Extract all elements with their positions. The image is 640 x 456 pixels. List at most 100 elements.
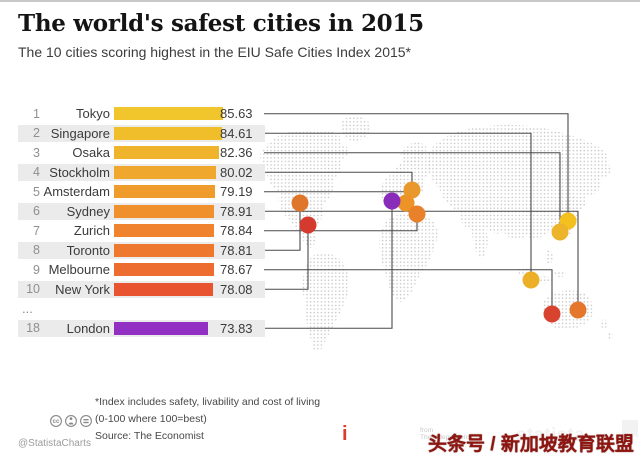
city-label: Amsterdam (43, 184, 110, 199)
value-label: 78.91 (220, 203, 253, 219)
rank-gap-ellipsis: ... (22, 301, 33, 316)
i100-logo-number: 100 (348, 423, 383, 445)
rank-label: 3 (33, 145, 40, 160)
connector-singapore (264, 132, 532, 280)
city-dot-tokyo (559, 212, 577, 230)
rank-label: 5 (33, 184, 40, 199)
city-label: Stockholm (49, 164, 110, 180)
table-row-sydney: 6 Sydney 78.91 (18, 202, 265, 222)
table-row-zurich: 7 Zurich 78.84 (18, 221, 265, 241)
city-label: London (66, 320, 110, 336)
city-dots (291, 181, 587, 323)
table-row-stockholm: 4 Stockholm 80.02 (18, 163, 265, 183)
city-label: Singapore (50, 125, 110, 141)
rank-label: 6 (33, 204, 40, 218)
city-dot-toronto (291, 194, 309, 212)
connector-lines (264, 113, 579, 329)
connector-stockholm (264, 171, 413, 190)
table-row-amsterdam: 5 Amsterdam 79.19 (18, 182, 265, 202)
value-label: 80.02 (220, 164, 253, 180)
attribution-icon (65, 415, 77, 427)
statista-logo: statista (516, 425, 585, 446)
table-row-london: 18 London 73.83 (18, 319, 265, 339)
table-row-osaka: 3 Osaka 82.36 (18, 143, 265, 163)
footnote-block: *Index includes safety, livability and c… (95, 394, 320, 445)
value-label: 79.19 (220, 184, 253, 199)
connector-new-york (264, 225, 309, 290)
value-label: 78.84 (220, 223, 253, 238)
value-label: 78.67 (220, 262, 253, 277)
score-bar-singapore (114, 126, 222, 140)
connector-osaka (264, 152, 561, 232)
value-label: 78.81 (220, 242, 253, 258)
rank-label: 18 (26, 321, 40, 335)
score-bar-amsterdam (114, 185, 215, 198)
city-ranking-list: 1 Tokyo 85.63 2 Singapore 84.61 3 Osaka 82.36 4 St… (18, 104, 268, 354)
score-bar-stockholm (114, 165, 216, 179)
svg-text:cc: cc (53, 419, 60, 425)
city-label: Tokyo (76, 106, 110, 121)
city-dot-singapore (522, 271, 540, 289)
connector-zurich (264, 214, 418, 232)
i100-logo: i100 (342, 423, 383, 446)
score-bar-london (114, 321, 208, 335)
city-dot-stockholm (403, 181, 421, 199)
score-bar-zurich (114, 224, 215, 237)
rank-label: 10 (26, 282, 40, 296)
city-label: Toronto (66, 242, 110, 258)
table-row-melbourne: 9 Melbourne 78.67 (18, 260, 265, 280)
city-dot-osaka (551, 223, 569, 241)
source-line: Source: The Economist (95, 430, 204, 442)
score-bar-melbourne (114, 263, 215, 276)
rank-label: 2 (33, 126, 40, 140)
connector-london (264, 201, 393, 329)
connector-tokyo (264, 113, 569, 221)
rank-label: 9 (33, 262, 40, 277)
city-label: Osaka (72, 145, 110, 160)
value-label: 73.83 (220, 320, 253, 336)
table-row-toronto: 8 Toronto 78.81 (18, 241, 265, 261)
score-bar-new-york (114, 282, 214, 296)
cc-icon: cc (50, 415, 62, 427)
connector-amsterdam (264, 191, 407, 203)
rank-label: 8 (33, 243, 40, 257)
city-dot-melbourne (543, 305, 561, 323)
independent-tagline-name: The Independent (420, 434, 470, 441)
chinese-watermark: 头条号 / 新加坡教育联盟 (428, 434, 634, 455)
equals-icon (80, 415, 92, 427)
i100-logo-i: i (342, 423, 349, 445)
score-bar-sydney (114, 204, 215, 218)
rank-label: 4 (33, 165, 40, 179)
city-label: Melbourne (48, 262, 110, 277)
city-dot-amsterdam (397, 194, 415, 212)
score-bar-osaka (114, 146, 219, 159)
table-row-new-york: 10 New York 78.08 (18, 280, 265, 300)
table-row-tokyo: 1 Tokyo 85.63 (18, 104, 265, 124)
connector-melbourne (264, 269, 553, 314)
connector-sydney (264, 210, 579, 310)
score-bar-toronto (114, 243, 215, 257)
city-label: New York (55, 281, 110, 297)
footnote-line-2: (0-100 where 100=best) (95, 413, 207, 425)
score-bar-tokyo (114, 107, 223, 120)
connector-toronto (264, 203, 301, 251)
statista-charts-handle: @StatistaCharts (18, 438, 91, 449)
page-subtitle: The 10 cities scoring highest in the EIU… (18, 44, 411, 60)
statista-logo-mark (622, 420, 638, 438)
independent-tagline-from: from (420, 427, 433, 434)
page-title: The world's safest cities in 2015 (18, 10, 424, 37)
city-dot-sydney (569, 301, 587, 319)
value-label: 82.36 (220, 145, 253, 160)
rank-label: 1 (33, 106, 40, 121)
cc-license-icons: cc (50, 415, 92, 427)
value-label: 84.61 (220, 125, 253, 141)
footnote-line-1: *Index includes safety, livability and c… (95, 396, 321, 408)
independent-tagline: from The Independent (420, 427, 490, 441)
city-dot-london (383, 192, 401, 210)
value-label: 85.63 (220, 106, 253, 121)
city-dot-new-york (299, 216, 317, 234)
city-label: Zurich (73, 223, 110, 238)
dotted-continents (260, 116, 613, 352)
table-row-singapore: 2 Singapore 84.61 (18, 124, 265, 144)
